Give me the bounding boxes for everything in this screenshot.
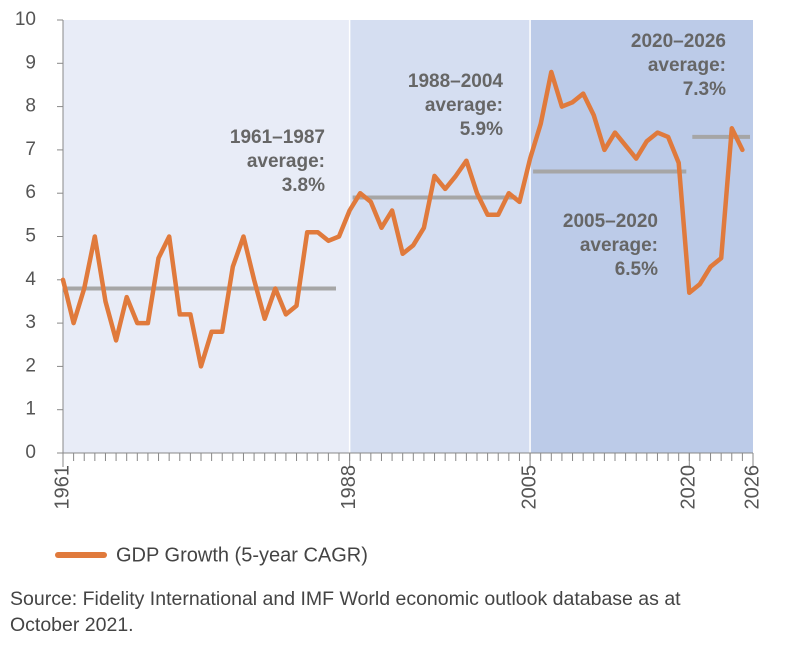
x-tick-label: 1988 [338, 465, 360, 510]
y-tick-label: 4 [25, 269, 36, 290]
average-period: 2020–2026 [631, 31, 726, 52]
y-tick-label: 8 [25, 96, 36, 117]
average-text: average: [648, 55, 726, 76]
legend-label: GDP Growth (5-year CAGR) [116, 544, 368, 566]
average-period: 1961–1987 [230, 127, 325, 148]
chart: 0 1 2 3 4 5 6 7 8 9 10 1961 1988 2005 2020 2026 1961–198… [15, 9, 763, 566]
average-value-label: 7.3% [683, 79, 726, 100]
average-text: average: [580, 235, 658, 256]
y-tick-label: 2 [25, 355, 36, 376]
period-band [530, 20, 753, 453]
y-tick-label: 3 [25, 312, 36, 333]
y-tick-label: 10 [15, 9, 36, 30]
y-tick-label: 0 [25, 442, 36, 463]
series-line [60, 69, 745, 369]
period-band [349, 20, 531, 453]
average-value-label: 5.9% [460, 119, 503, 140]
average-period: 1988–2004 [408, 71, 504, 92]
x-tick-label: 1961 [51, 465, 73, 510]
average-text: average: [425, 95, 503, 116]
average-period: 2005–2020 [563, 211, 658, 232]
y-tick-label: 6 [25, 182, 36, 203]
average-text: average: [247, 151, 325, 172]
average-value-label: 3.8% [282, 175, 325, 196]
x-tick-label: 2005 [518, 465, 540, 510]
y-tick-label: 5 [25, 226, 36, 247]
y-tick-label: 9 [25, 52, 36, 73]
x-tick-label: 2026 [741, 465, 763, 510]
x-tick-label: 2020 [678, 465, 700, 510]
average-value-label: 6.5% [615, 259, 658, 280]
y-tick-label: 7 [25, 139, 36, 160]
period-band [63, 20, 350, 453]
y-tick-label: 1 [25, 399, 36, 420]
source-note: Source: Fidelity International and IMF W… [10, 588, 681, 636]
